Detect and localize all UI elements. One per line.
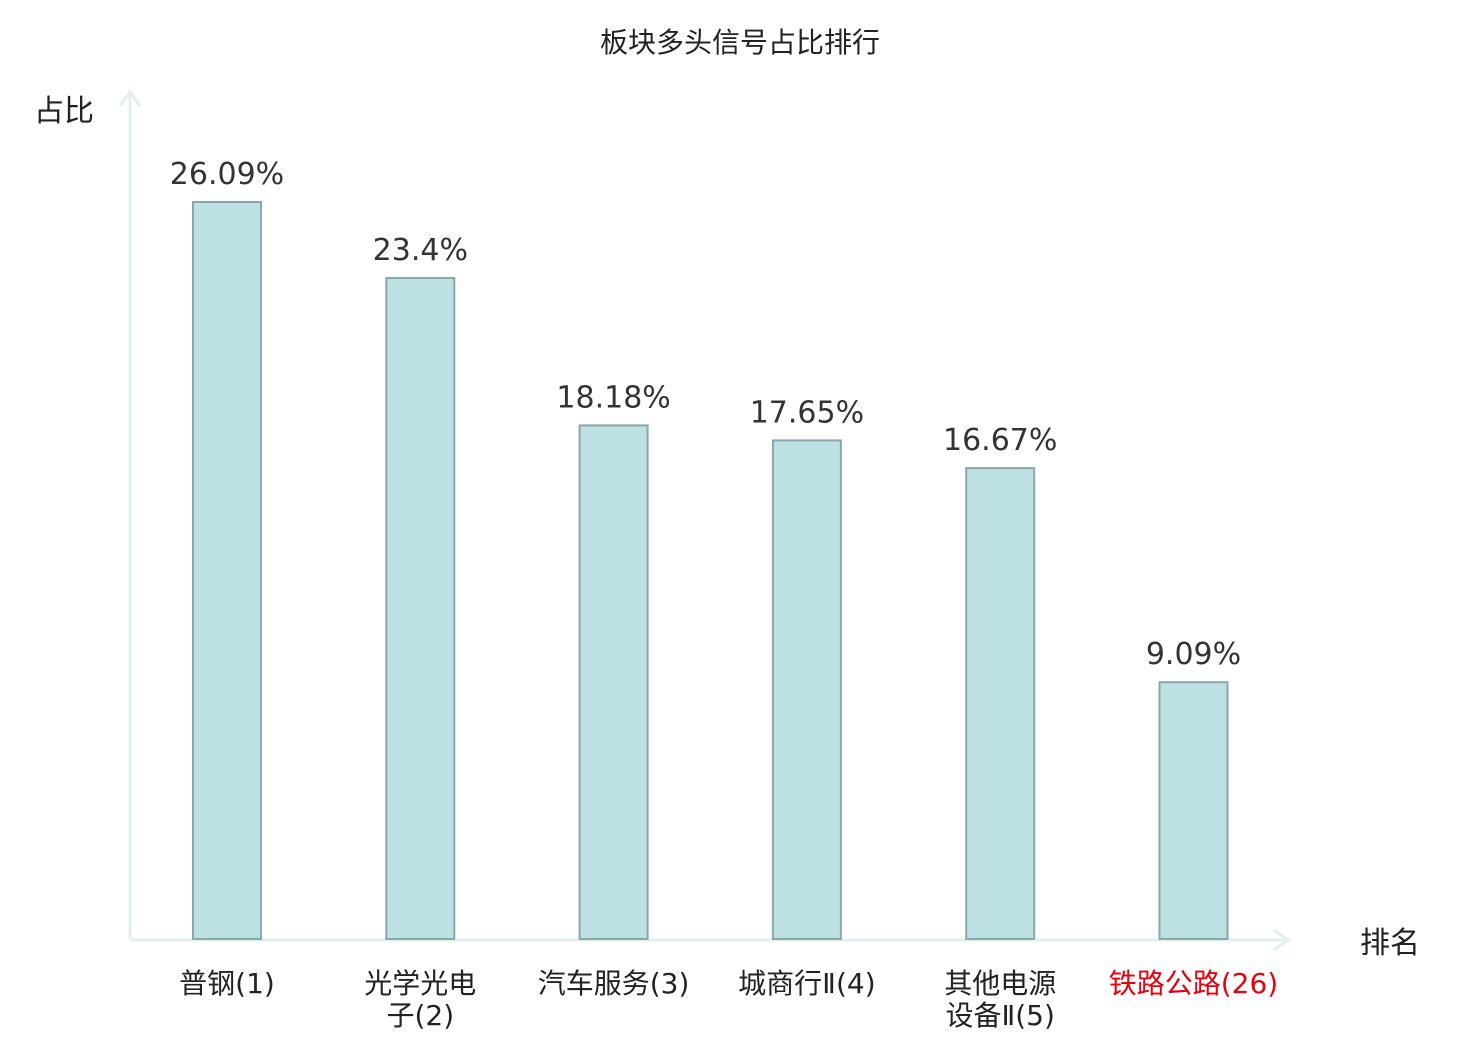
y-axis-arrow xyxy=(118,89,142,107)
value-label: 9.09% xyxy=(1146,637,1241,672)
bar xyxy=(965,467,1036,940)
category-label: 子(2) xyxy=(386,999,454,1032)
category-label: 普钢(1) xyxy=(179,967,275,1000)
chart-title: 板块多头信号占比排行 xyxy=(600,26,880,59)
category-label: 光学光电 xyxy=(364,967,476,1000)
category-label: 铁路公路(26) xyxy=(1109,967,1278,1000)
category-label: 设备Ⅱ(5) xyxy=(945,999,1054,1032)
bar xyxy=(385,277,456,940)
value-label: 18.18% xyxy=(556,380,670,415)
bar xyxy=(1158,681,1229,940)
bar xyxy=(192,201,262,940)
bar xyxy=(578,424,649,940)
value-label: 23.4% xyxy=(373,233,468,268)
value-label: 26.09% xyxy=(170,157,284,192)
category-label: 城商行Ⅱ(4) xyxy=(738,967,875,1000)
category-label: 其他电源 xyxy=(944,967,1056,1000)
bar xyxy=(771,439,842,940)
category-label: 汽车服务(3) xyxy=(538,967,690,1000)
x-axis-label: 排名 xyxy=(1360,926,1420,961)
x-axis-arrow xyxy=(1273,928,1291,952)
value-label: 17.65% xyxy=(750,395,864,430)
value-label: 16.67% xyxy=(943,423,1057,458)
y-axis-label: 占比 xyxy=(34,94,94,129)
